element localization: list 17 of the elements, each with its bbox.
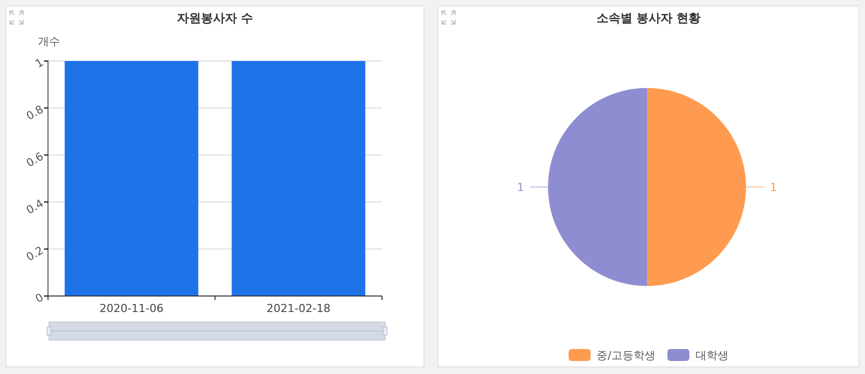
y-tick-label: 1 <box>33 56 46 71</box>
y-axis-title: 개수 <box>38 35 60 48</box>
data-label: 1 <box>770 181 777 194</box>
legend-label: 대학생 <box>695 349 728 362</box>
y-tick-label: 0.8 <box>24 102 46 123</box>
pie-slice <box>548 88 647 286</box>
x-tick-label: 2021-02-18 <box>266 302 330 316</box>
legend-label: 중/고등학생 <box>596 349 656 362</box>
data-label: 1 <box>517 181 524 194</box>
y-tick-label: 0.4 <box>24 196 46 217</box>
y-tick-label: 0.6 <box>24 150 46 170</box>
chart-title: 소속별 봉사자 현황 <box>596 11 701 25</box>
x-tick-label: 2020-11-06 <box>100 302 164 316</box>
pie-slice <box>647 88 746 286</box>
y-tick-label: 0 <box>33 290 46 306</box>
chart-title: 자원봉사자 수 <box>176 11 254 25</box>
y-tick-label: 0.2 <box>24 244 46 264</box>
